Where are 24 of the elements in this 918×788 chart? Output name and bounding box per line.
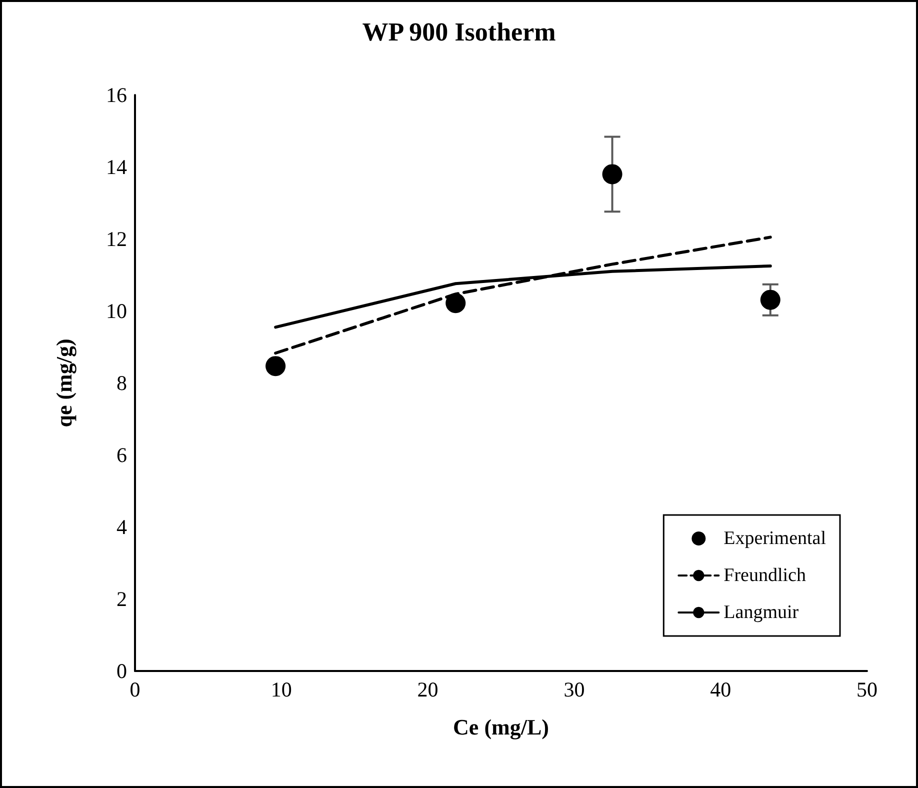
- x-tick-label: 50: [856, 678, 878, 702]
- x-tick-label: 30: [564, 678, 585, 702]
- x-axis-title: Ce (mg/L): [453, 714, 549, 740]
- legend-label: Experimental: [724, 528, 826, 549]
- y-axis-title: qe (mg/g): [52, 338, 76, 428]
- y-tick-label: 2: [116, 587, 127, 611]
- x-tick-label: 20: [417, 678, 438, 702]
- y-tick-label: 10: [106, 299, 127, 323]
- point: [602, 164, 622, 184]
- chart-title: WP 900 Isotherm: [362, 18, 556, 46]
- y-tick-label: 12: [106, 227, 127, 251]
- y-tick-label: 4: [116, 515, 128, 539]
- y-tick-label: 8: [116, 371, 127, 395]
- y-tick-label: 0: [116, 659, 127, 683]
- legend-label: Langmuir: [724, 602, 800, 623]
- point: [760, 290, 780, 310]
- point: [266, 356, 286, 376]
- y-tick-label: 6: [116, 443, 127, 467]
- y-tick-label: 14: [106, 155, 128, 179]
- y-tick-label: 16: [106, 83, 127, 107]
- legend-label: Freundlich: [724, 565, 806, 586]
- x-tick-label: 40: [710, 678, 732, 702]
- point: [446, 293, 466, 314]
- x-tick-label: 10: [270, 678, 292, 702]
